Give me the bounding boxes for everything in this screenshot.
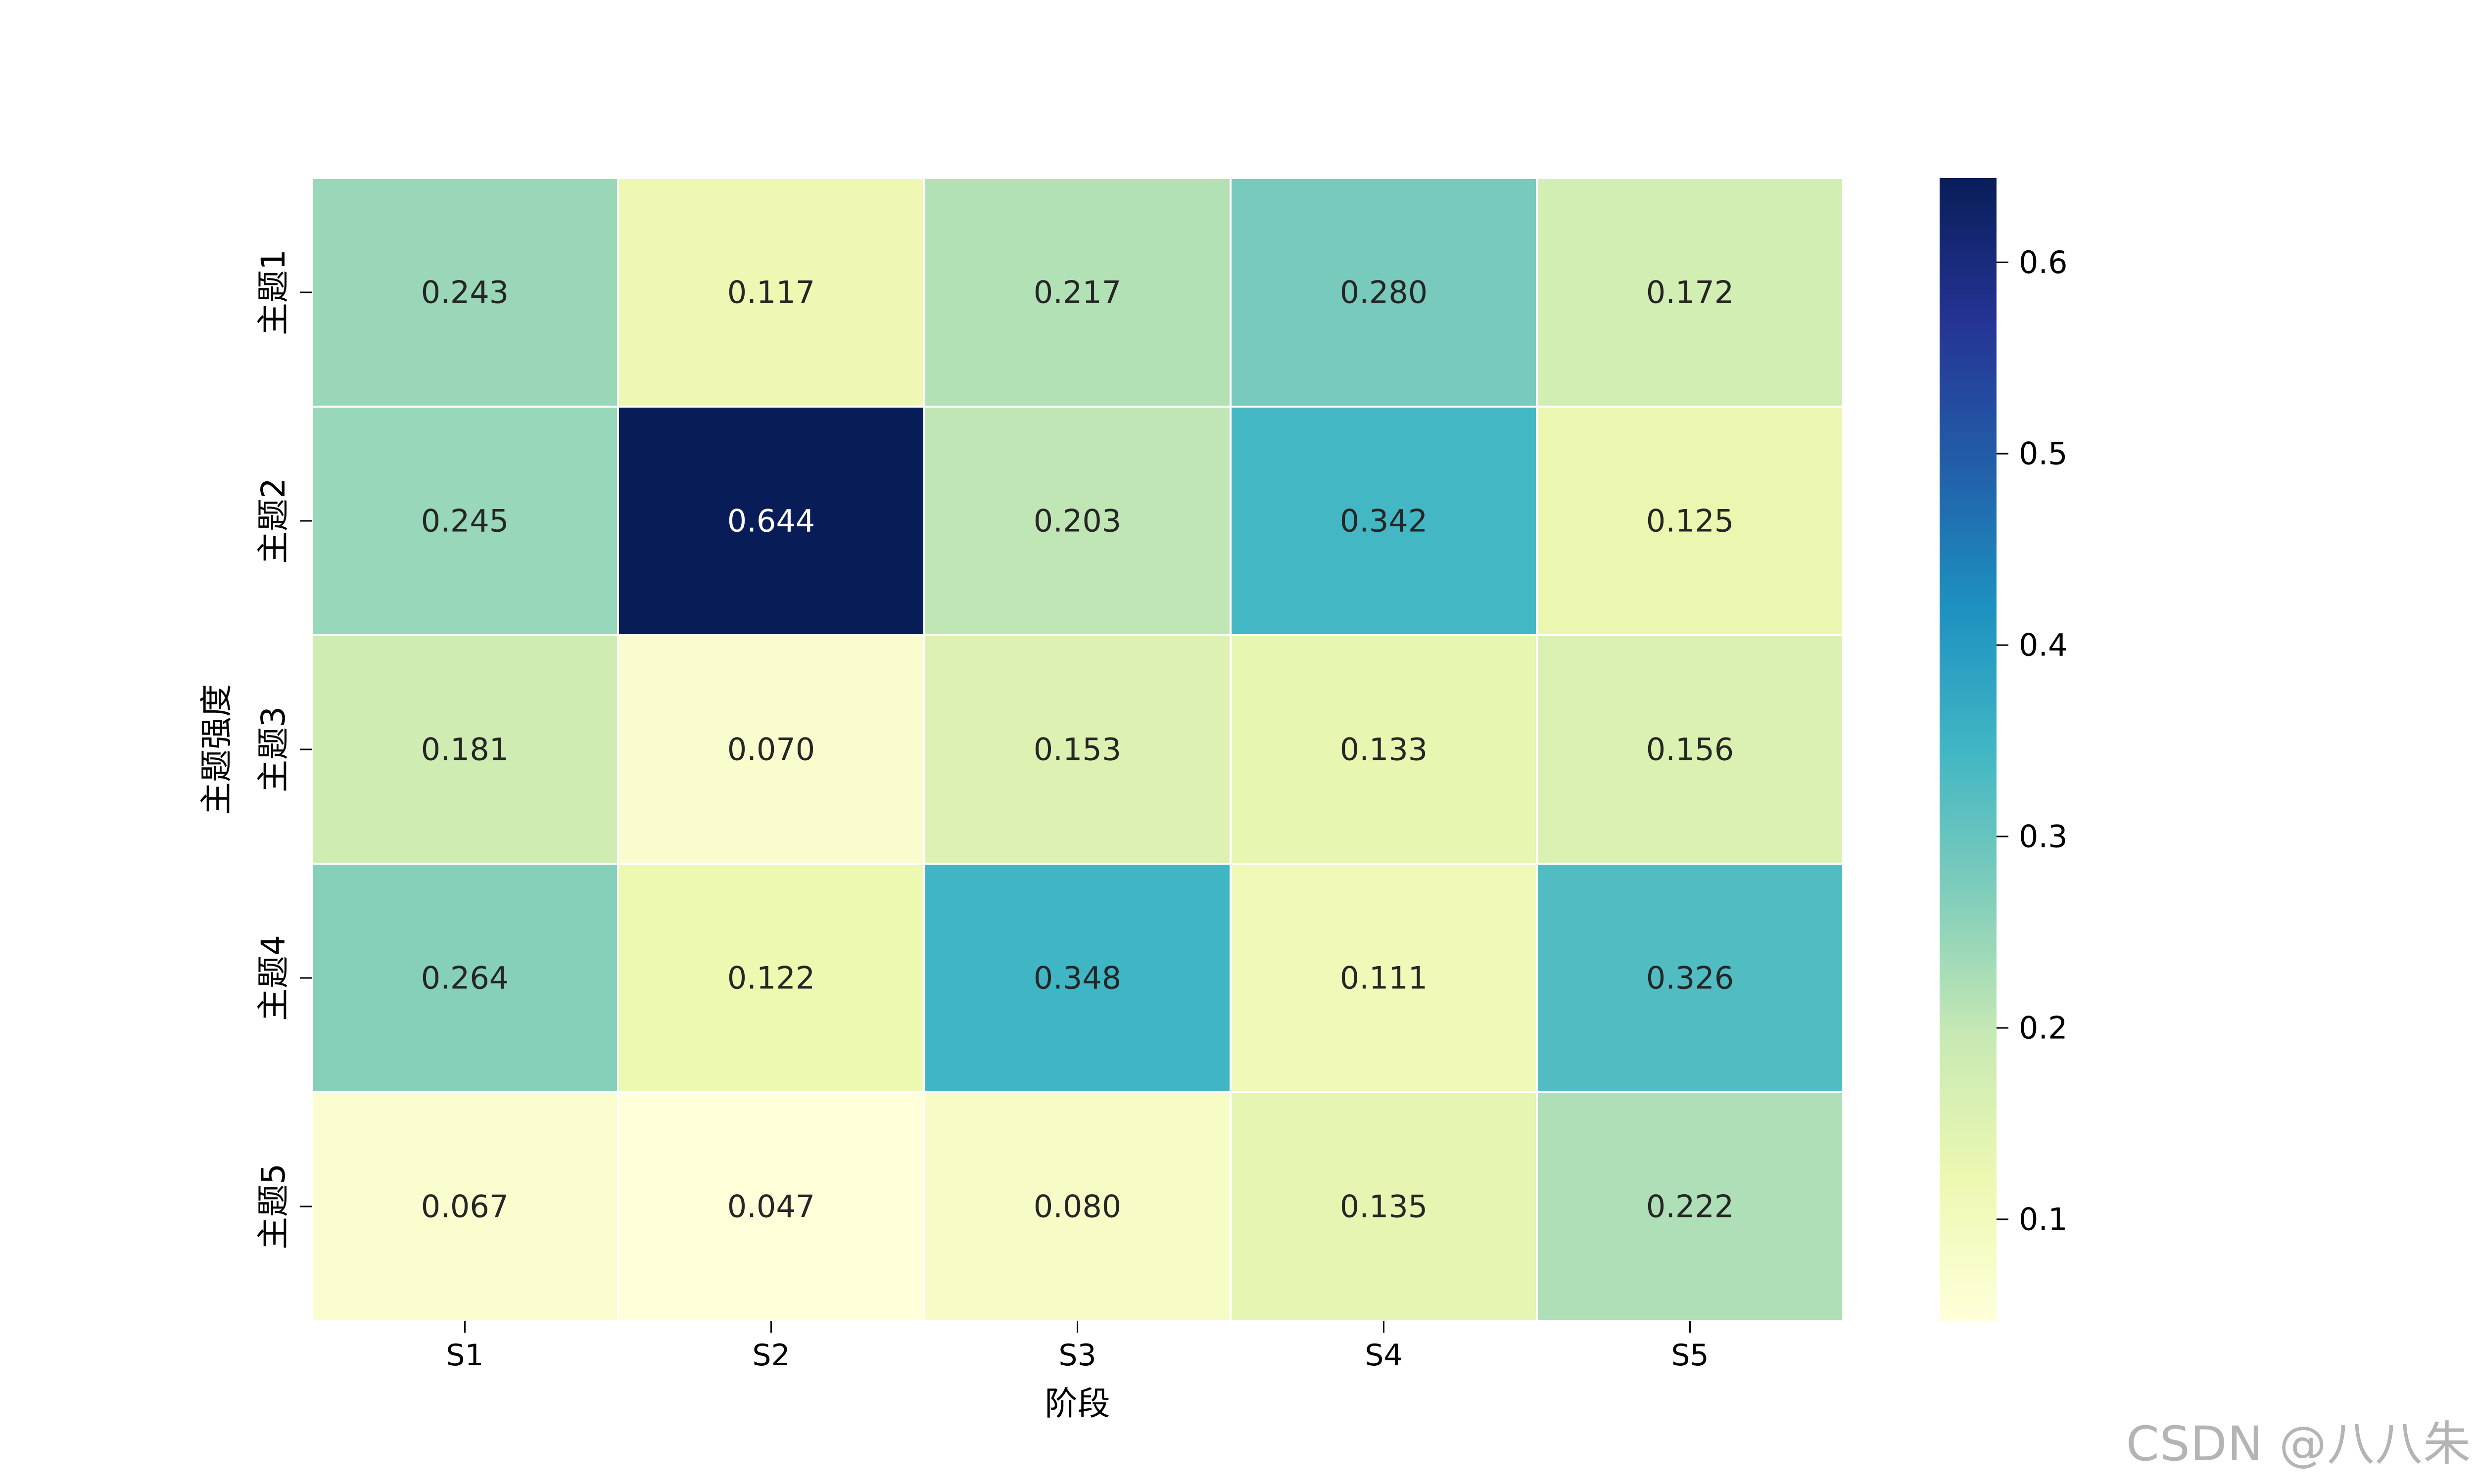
watermark-text: CSDN @八八朱 xyxy=(2126,1416,2471,1472)
cell-value-label: 0.342 xyxy=(1340,503,1428,539)
heatmap-cell xyxy=(617,863,925,1093)
heatmap-cell xyxy=(617,634,925,865)
cell-value-label: 0.245 xyxy=(421,503,509,539)
colorbar-tick-label: 0.4 xyxy=(2019,627,2068,663)
colorbar-tick-label: 0.2 xyxy=(2019,1010,2068,1046)
y-axis-label: 主题强度 xyxy=(197,684,236,815)
y-tick-label: 主题4 xyxy=(254,935,292,1021)
heatmap-cell xyxy=(311,177,619,408)
x-tick-label: S3 xyxy=(1058,1338,1096,1373)
heatmap-cell xyxy=(923,1091,1232,1322)
cell-value-label: 0.117 xyxy=(727,275,815,311)
cell-value-label: 0.348 xyxy=(1034,960,1122,996)
heatmap-cell xyxy=(617,177,925,408)
heatmap-cell xyxy=(1536,863,1844,1093)
y-tick-label: 主题3 xyxy=(254,706,292,792)
cell-value-label: 0.222 xyxy=(1646,1189,1734,1225)
heatmap-cell xyxy=(1230,634,1538,865)
cell-value-label: 0.135 xyxy=(1340,1189,1428,1225)
cell-value-label: 0.067 xyxy=(421,1189,509,1225)
cell-value-label: 0.133 xyxy=(1340,732,1428,768)
cell-value-label: 0.047 xyxy=(727,1189,815,1225)
cell-value-label: 0.181 xyxy=(421,732,509,768)
heatmap-cell xyxy=(923,863,1232,1093)
heatmap-cell xyxy=(923,634,1232,865)
heatmap-cell xyxy=(617,1091,925,1322)
x-tick-label: S4 xyxy=(1365,1338,1402,1373)
heatmap-cell xyxy=(311,406,619,636)
cell-value-label: 0.070 xyxy=(727,732,815,768)
colorbar-tick-label: 0.1 xyxy=(2019,1201,2068,1237)
colorbar-tick-label: 0.5 xyxy=(2019,436,2068,472)
y-tick-label: 主题5 xyxy=(254,1163,292,1250)
cell-value-label: 0.156 xyxy=(1646,732,1734,768)
heatmap-cell xyxy=(1536,406,1844,636)
cell-value-label: 0.264 xyxy=(421,960,509,996)
cell-value-label: 0.326 xyxy=(1646,960,1734,996)
heatmap-cell xyxy=(1536,1091,1844,1322)
x-tick-label: S5 xyxy=(1671,1338,1709,1373)
heatmap-cell xyxy=(1536,634,1844,865)
cell-value-label: 0.111 xyxy=(1340,960,1428,996)
cell-value-label: 0.644 xyxy=(727,503,815,539)
x-axis-label: 阶段 xyxy=(1045,1385,1110,1423)
x-tick-label: S2 xyxy=(752,1338,790,1373)
cell-value-label: 0.203 xyxy=(1034,503,1122,539)
y-tick-label: 主题1 xyxy=(254,249,292,335)
colorbar xyxy=(1940,178,1997,1321)
heatmap-cell xyxy=(1230,863,1538,1093)
heatmap-cell xyxy=(311,1091,619,1322)
y-tick-label: 主题2 xyxy=(254,478,292,564)
x-tick-label: S1 xyxy=(446,1338,483,1373)
cell-value-label: 0.280 xyxy=(1340,275,1428,311)
cell-value-label: 0.243 xyxy=(421,275,509,311)
cell-value-label: 0.172 xyxy=(1646,275,1734,311)
colorbar-tick-label: 0.3 xyxy=(2019,819,2068,855)
heatmap-cell xyxy=(1536,177,1844,408)
cell-value-label: 0.080 xyxy=(1034,1189,1122,1225)
heatmap-cell xyxy=(923,406,1232,636)
heatmap-cell xyxy=(1230,177,1538,408)
cell-value-label: 0.122 xyxy=(727,960,815,996)
cell-value-label: 0.153 xyxy=(1034,732,1122,768)
cell-value-label: 0.125 xyxy=(1646,503,1734,539)
heatmap-cell xyxy=(923,177,1232,408)
colorbar-tick-label: 0.6 xyxy=(2019,244,2068,280)
cell-value-label: 0.217 xyxy=(1034,275,1122,311)
